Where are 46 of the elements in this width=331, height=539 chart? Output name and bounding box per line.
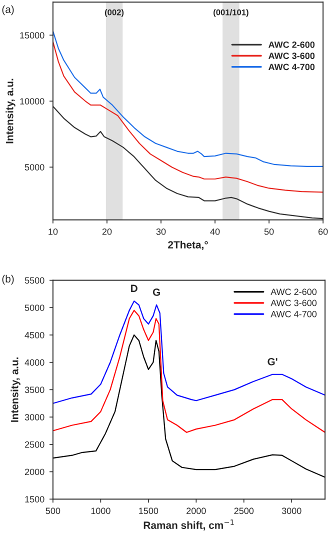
line-series	[52, 334, 326, 478]
y-tick-label: 1500	[25, 496, 44, 502]
y-tick-label: 15000	[20, 32, 44, 39]
y-tick-label: 3500	[24, 386, 44, 394]
x-tick-label: 500	[46, 508, 60, 514]
annotation: G'	[268, 358, 278, 366]
y-tick-label: 2000	[25, 468, 44, 476]
legend-label: AWC 3-600	[268, 52, 315, 60]
y-tick-label: 4500	[24, 332, 44, 338]
x-tick-label: 20	[102, 228, 112, 235]
band-label: (001/101)	[214, 9, 248, 17]
line-series	[52, 41, 324, 193]
legend-label: AWC 2-600	[270, 288, 317, 296]
band-label: (002)	[104, 9, 124, 17]
x-tick-label: 30	[156, 228, 166, 235]
y-tick-label: 2500	[25, 441, 44, 448]
x-axis-title: Raman shift, cm$^{−1}$	[144, 520, 234, 530]
x-tick-label: 60	[318, 228, 328, 235]
x-axis-title: 2Theta,°	[168, 240, 208, 250]
x-tick-label: 2500	[234, 508, 254, 514]
x-tick-label: 10	[48, 228, 58, 235]
y-tick-label: 5000	[24, 304, 44, 311]
y-tick-label: 10000	[20, 98, 44, 104]
y-axis-title: Intensity, a.u.	[6, 78, 16, 144]
y-tick-label: 4000	[24, 359, 44, 366]
y-axis-title: Intensity, a.u.	[10, 358, 20, 422]
y-tick-label: 5000	[24, 164, 44, 170]
y-tick-label: 3000	[24, 414, 44, 420]
x-tick-label: 40	[210, 228, 220, 235]
x-tick-label: 1500	[139, 508, 158, 514]
legend-label: AWC 3-600	[270, 300, 317, 306]
x-tick-label: 3000	[282, 508, 302, 514]
legend-label: AWC 4-700	[270, 310, 317, 318]
annotation: D	[131, 284, 138, 292]
text: (a)	[2, 5, 14, 16]
line-series	[52, 30, 324, 168]
legend-label: AWC 2-600	[268, 42, 315, 48]
y-tick-label: 5500	[24, 277, 44, 284]
line-series	[52, 310, 326, 433]
legend-label: AWC 4-700	[268, 64, 315, 70]
x-tick-label: 2000	[186, 508, 206, 514]
x-tick-label: 50	[264, 228, 274, 235]
text: (b)	[2, 274, 14, 285]
line-series	[52, 300, 326, 404]
x-tick-label: 1000	[91, 508, 110, 514]
annotation: G	[152, 288, 160, 296]
